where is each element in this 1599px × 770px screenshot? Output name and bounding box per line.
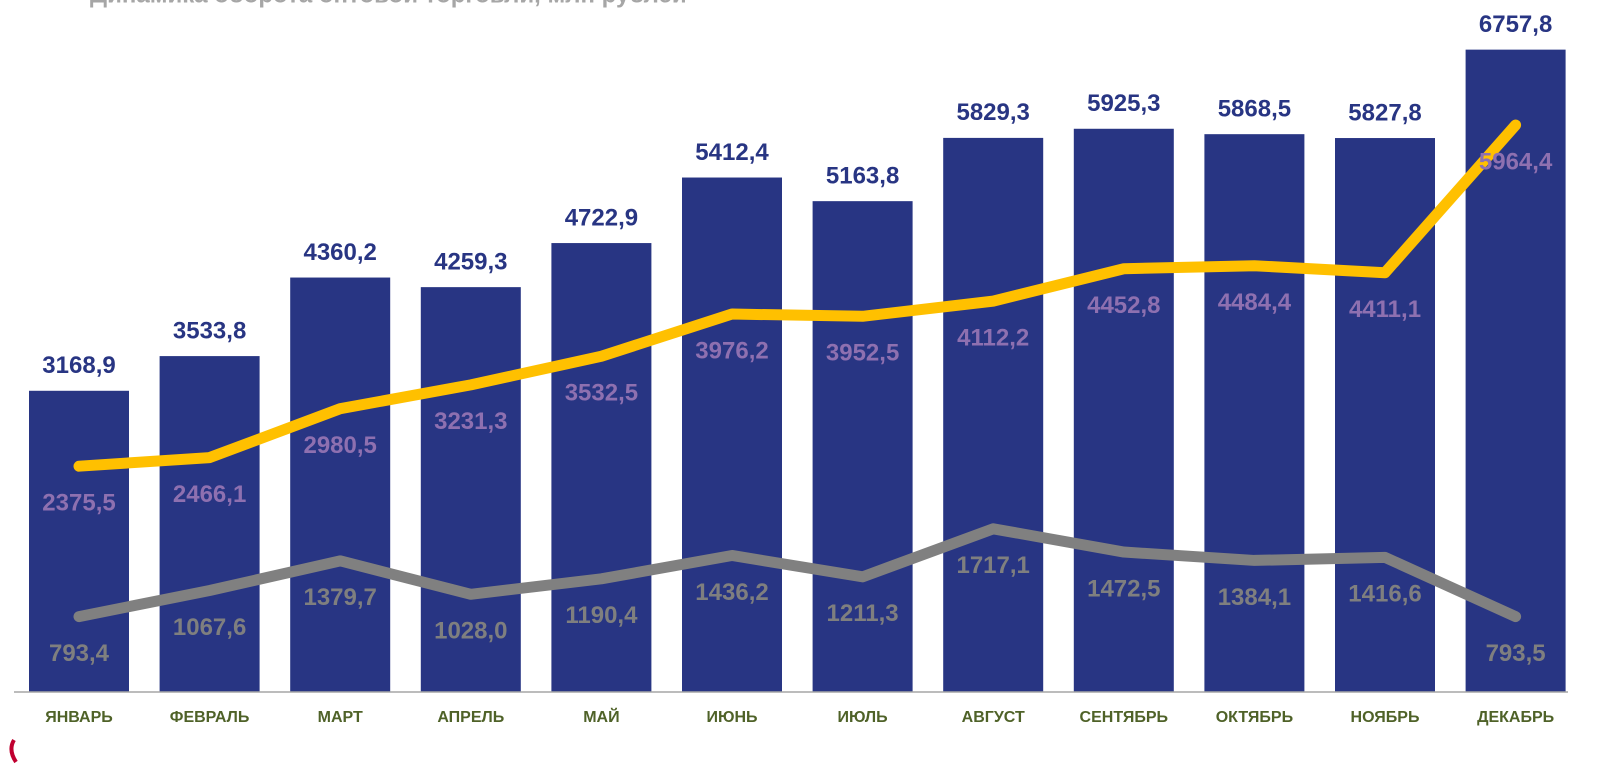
x-tick-label: АВГУСТ xyxy=(962,709,1025,726)
x-tick-label: МАЙ xyxy=(583,707,619,726)
line-label: 5964,4 xyxy=(1479,148,1553,175)
bar-label: 4360,2 xyxy=(303,239,376,266)
line-label: 793,5 xyxy=(1486,640,1546,667)
line-label: 1436,2 xyxy=(695,579,768,606)
line-label: 2466,1 xyxy=(173,481,246,508)
x-tick-label: ИЮНЬ xyxy=(706,709,757,726)
bar-label: 4722,9 xyxy=(565,204,638,231)
bar-label: 3533,8 xyxy=(173,317,246,344)
line-label: 4452,8 xyxy=(1087,292,1160,319)
line-label: 3952,5 xyxy=(826,340,899,367)
line-label: 1472,5 xyxy=(1087,575,1160,602)
line-label: 2375,5 xyxy=(42,490,115,517)
line-label: 4411,1 xyxy=(1349,296,1421,323)
line xyxy=(73,523,1522,623)
bar xyxy=(159,356,260,692)
x-tick-label: НОЯБРЬ xyxy=(1351,709,1420,726)
line-label: 2980,5 xyxy=(303,432,376,459)
line-label: 3976,2 xyxy=(695,337,768,364)
chart-title: Динамика оборота оптовой торговли, млн р… xyxy=(90,0,687,8)
bar-label: 5827,8 xyxy=(1348,99,1421,126)
line-label: 1379,7 xyxy=(303,584,376,611)
bar xyxy=(1204,134,1305,693)
line-label: 4112,2 xyxy=(957,324,1029,351)
x-tick-label: ФЕВРАЛЬ xyxy=(170,709,250,726)
bar-label: 4259,3 xyxy=(434,248,507,275)
bar-label: 5163,8 xyxy=(826,162,899,189)
line-label: 1416,6 xyxy=(1348,581,1421,608)
x-tick-label: МАРТ xyxy=(318,709,363,726)
bar xyxy=(420,287,521,692)
logo-fragment xyxy=(9,738,18,764)
line-label: 1067,6 xyxy=(173,614,246,641)
bar-label: 3168,9 xyxy=(42,352,115,379)
line-label: 3532,5 xyxy=(565,380,638,407)
x-tick-label: ОКТЯБРЬ xyxy=(1216,709,1293,726)
line-label: 1028,0 xyxy=(434,618,507,645)
bar xyxy=(1335,138,1435,692)
bar-label: 5829,3 xyxy=(956,99,1029,126)
bar-label: 5925,3 xyxy=(1087,90,1160,117)
x-tick-label: АПРЕЛЬ xyxy=(437,709,504,726)
line-label: 1717,1 xyxy=(956,552,1029,579)
bar xyxy=(943,137,1044,692)
bar xyxy=(290,277,391,692)
bar-label: 5868,5 xyxy=(1218,96,1291,123)
bar xyxy=(812,201,913,692)
line-label: 793,4 xyxy=(49,640,110,667)
line-label: 1384,1 xyxy=(1218,584,1291,611)
bar-label: 5412,4 xyxy=(695,139,769,166)
line xyxy=(73,119,1522,472)
bar-label: 6757,8 xyxy=(1479,11,1552,38)
x-tick-label: ИЮЛЬ xyxy=(838,709,888,726)
x-tick-label: СЕНТЯБРЬ xyxy=(1080,709,1169,726)
line-label: 1190,4 xyxy=(565,602,638,629)
bar xyxy=(551,243,652,692)
x-tick-label: ДЕКАБРЬ xyxy=(1477,709,1554,726)
line-label: 1211,3 xyxy=(827,600,899,627)
line-label: 4484,4 xyxy=(1218,289,1292,316)
bar xyxy=(29,390,129,692)
bar xyxy=(682,177,782,693)
x-tick-label: ЯНВАРЬ xyxy=(45,709,113,726)
bar xyxy=(1073,128,1174,692)
line-label: 3231,3 xyxy=(434,408,507,435)
